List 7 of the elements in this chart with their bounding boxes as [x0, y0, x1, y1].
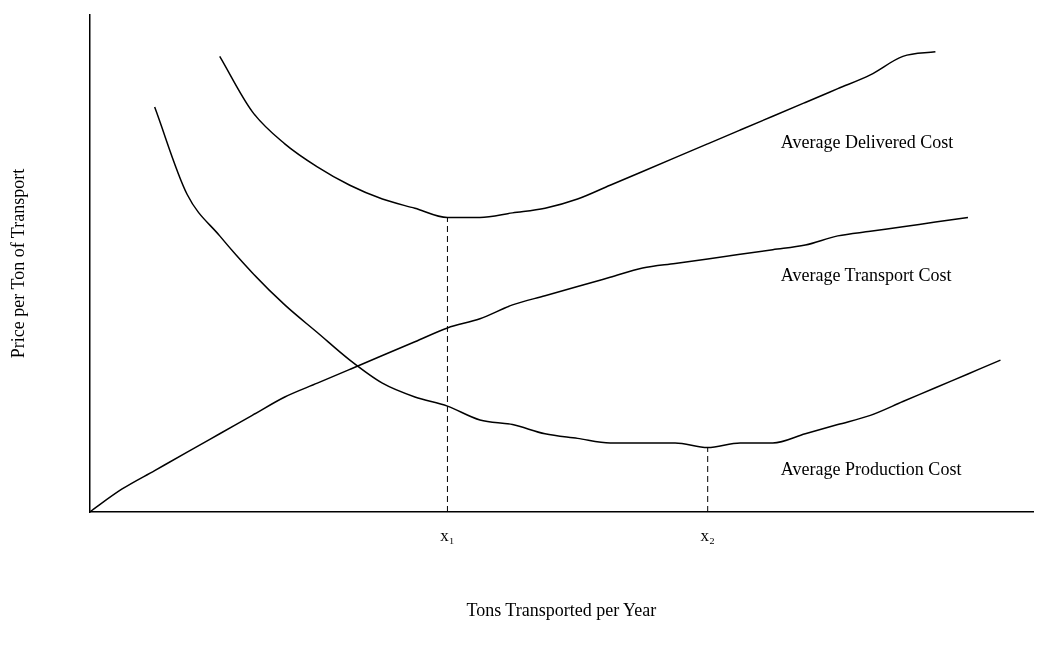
x-axis-title: Tons Transported per Year — [466, 599, 657, 620]
series-label: Average Production Cost — [780, 458, 962, 479]
series-label: Average Delivered Cost — [780, 131, 954, 152]
y-axis-title: Price per Ton of Transport — [7, 168, 28, 359]
x-tick-label: x₁ — [440, 525, 455, 545]
series-label: Average Transport Cost — [780, 265, 952, 286]
x-tick-label: x₂ — [700, 525, 715, 545]
